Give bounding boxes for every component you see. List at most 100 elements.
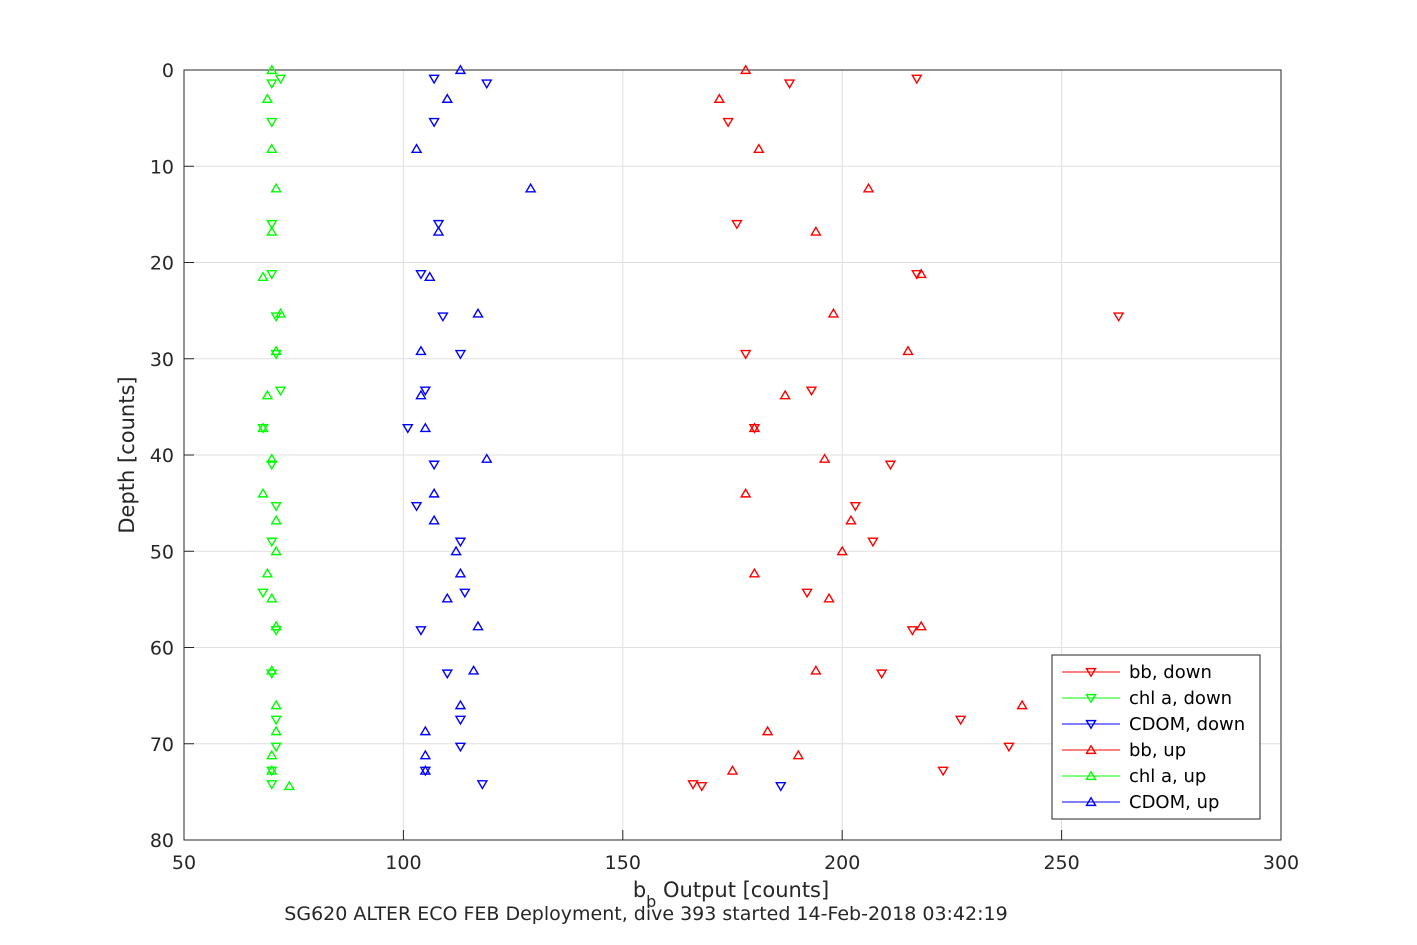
data-point: [739, 349, 752, 360]
y-axis-ticks: 0 10 20 30 40 50 60 70 80: [150, 60, 194, 852]
data-point: [257, 422, 269, 433]
data-point: [441, 669, 454, 680]
data-point: [274, 307, 287, 318]
data-point: [1016, 699, 1028, 710]
data-point: [1112, 312, 1125, 323]
data-point: [801, 588, 813, 599]
series-2: [402, 74, 787, 792]
data-point: [867, 537, 879, 548]
data-point: [915, 620, 927, 631]
data-point: [862, 182, 875, 193]
data-point: [266, 664, 278, 675]
data-point: [810, 226, 822, 236]
data-point: [437, 312, 449, 323]
legend: bb, down chl a, down CDOM, down bb, up chl a…: [1051, 654, 1261, 820]
legend-marker: [1085, 693, 1097, 704]
legend-marker: [1085, 796, 1097, 807]
data-point: [911, 74, 923, 85]
data-point: [266, 749, 278, 760]
legend-entry: CDOM, up: [1129, 792, 1219, 813]
data-point: [906, 626, 919, 636]
data-point: [270, 626, 282, 636]
data-point: [902, 345, 914, 356]
data-point: [432, 226, 445, 236]
x-tick-label: 250: [1043, 852, 1079, 874]
y-tick-label: 70: [150, 734, 174, 756]
data-point: [419, 765, 432, 775]
legend-marker: [1085, 667, 1097, 678]
data-point: [270, 514, 282, 525]
data-point: [810, 664, 822, 675]
data-point: [270, 699, 282, 710]
data-point: [270, 545, 282, 556]
y-tick-label: 60: [150, 638, 174, 660]
data-point: [748, 422, 761, 433]
data-point: [472, 620, 484, 631]
data-point: [261, 567, 274, 578]
data-point: [1003, 742, 1015, 753]
data-point: [454, 567, 467, 578]
data-point: [257, 487, 269, 498]
data-point: [937, 766, 949, 777]
data-point: [761, 725, 774, 736]
data-point: [266, 453, 278, 463]
data-point: [915, 268, 927, 279]
x-tick-label: 200: [824, 852, 860, 874]
data-point: [270, 620, 282, 631]
data-point: [266, 780, 278, 790]
data-point: [753, 143, 765, 153]
data-point: [257, 588, 269, 599]
y-tick-label: 40: [150, 445, 174, 467]
data-point: [481, 79, 493, 90]
data-point: [713, 93, 726, 103]
data-point: [424, 271, 436, 282]
data-point: [266, 117, 278, 128]
data-point: [419, 422, 432, 433]
data-point: [687, 780, 699, 790]
data-point: [454, 742, 467, 753]
data-point: [783, 79, 796, 90]
data-point: [726, 765, 739, 775]
data-point: [884, 460, 897, 471]
data-point: [270, 715, 282, 726]
x-axis-label: bb Output [counts]: [632, 878, 830, 911]
data-point: [739, 64, 752, 75]
legend-box: [1051, 654, 1261, 820]
x-axis-ticks: 50 100 150 200 250 300: [172, 830, 1299, 874]
data-point: [792, 749, 805, 760]
data-point: [849, 501, 862, 512]
legend-entry: chl a, up: [1129, 766, 1206, 787]
data-point: [266, 226, 278, 236]
data-point: [467, 664, 480, 675]
figure-caption: SG620 ALTER ECO FEB Deployment, dive 393…: [284, 903, 1008, 925]
x-tick-label: 50: [172, 852, 196, 874]
legend-entry: bb, down: [1129, 662, 1212, 683]
data-point: [415, 345, 427, 356]
series-4: [257, 64, 296, 791]
data-point: [266, 64, 278, 75]
data-point: [459, 588, 471, 599]
data-point: [419, 725, 432, 736]
data-point: [270, 742, 282, 753]
series-3: [713, 64, 1028, 775]
data-point: [845, 514, 857, 525]
series-5: [410, 64, 537, 775]
data-point: [472, 307, 484, 318]
data-point: [266, 219, 278, 230]
data-point: [410, 143, 423, 153]
x-tick-label: 300: [1263, 852, 1299, 874]
legend-marker: [1085, 770, 1097, 781]
data-point: [266, 460, 278, 471]
data-point: [775, 782, 787, 792]
data-point: [524, 182, 537, 193]
data-point: [818, 453, 831, 463]
data-point: [428, 514, 440, 525]
data-point: [823, 592, 835, 603]
data-point: [428, 460, 440, 471]
y-axis-label: Depth [counts]: [115, 376, 139, 533]
data-point: [428, 74, 440, 85]
data-point: [266, 592, 278, 603]
data-point: [266, 269, 278, 280]
data-point: [419, 386, 432, 397]
data-point: [722, 117, 734, 128]
